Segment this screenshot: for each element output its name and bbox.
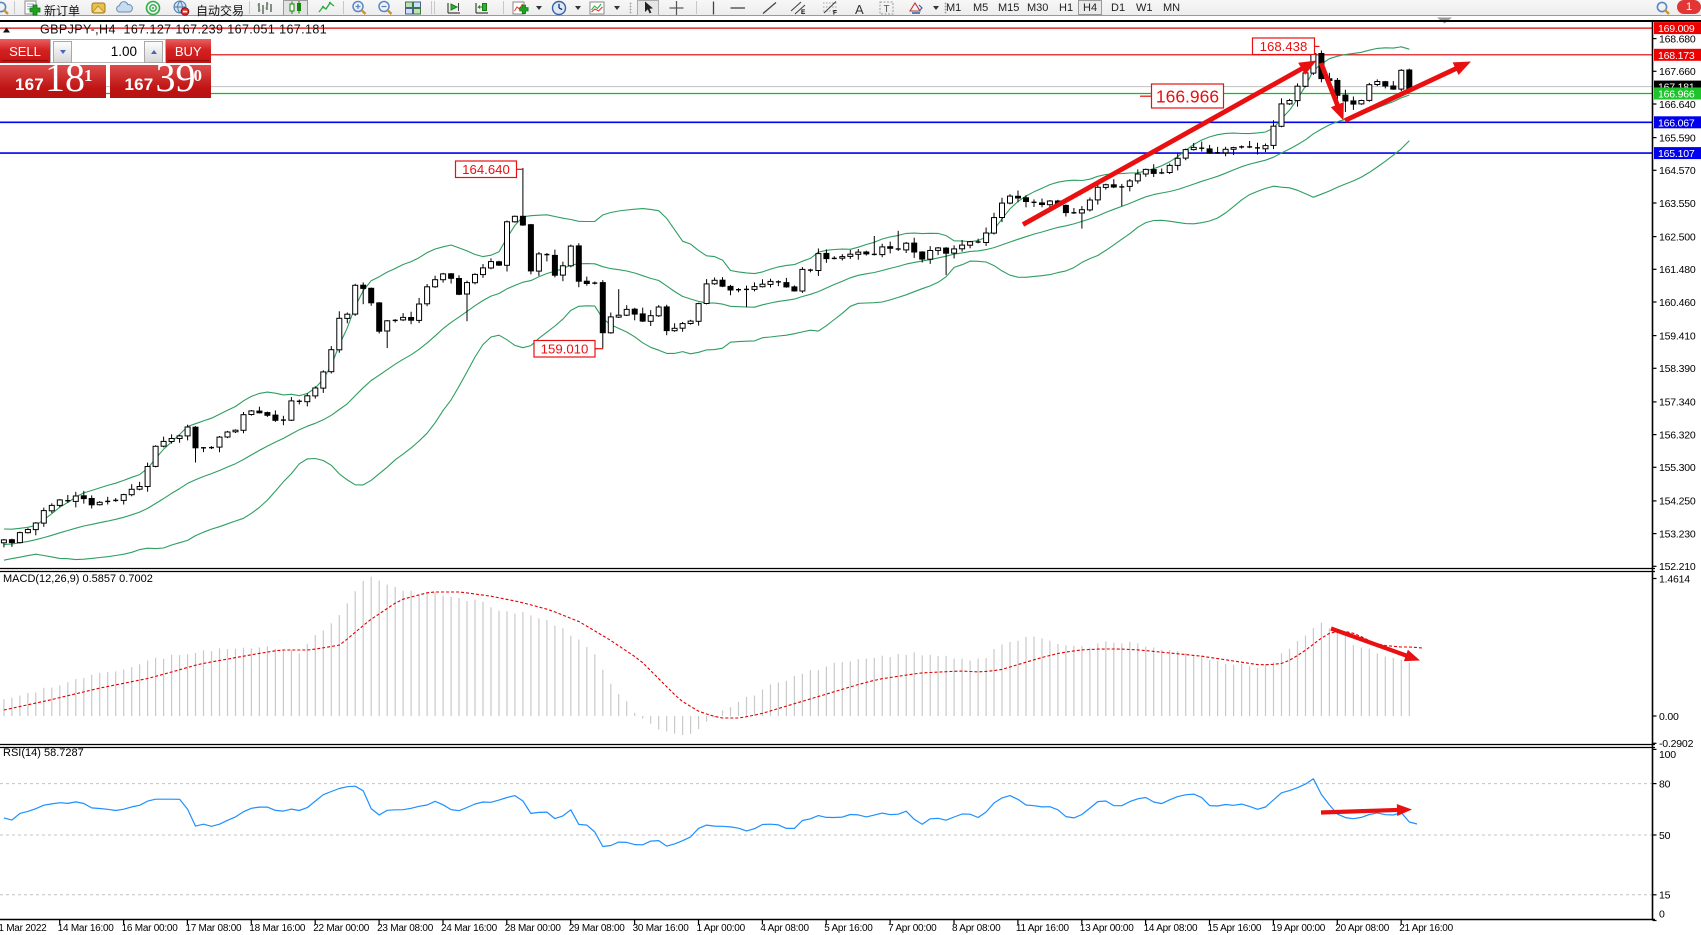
svg-text:T: T [884, 4, 890, 15]
svg-text:7 Apr 00:00: 7 Apr 00:00 [888, 923, 937, 934]
svg-text:28 Mar 00:00: 28 Mar 00:00 [505, 923, 562, 934]
svg-text:GBPJPY-,H4 167.127 167.239 16: GBPJPY-,H4 167.127 167.239 167.051 167.1… [40, 23, 327, 37]
svg-text:17 Mar 08:00: 17 Mar 08:00 [185, 923, 242, 934]
svg-text:156.320: 156.320 [1659, 429, 1696, 441]
svg-text:166.067: 166.067 [1658, 117, 1695, 129]
svg-text:152.210: 152.210 [1659, 561, 1696, 573]
svg-text:165.590: 165.590 [1659, 132, 1696, 144]
svg-text:100: 100 [1659, 749, 1676, 761]
svg-text:160.460: 160.460 [1659, 297, 1696, 309]
svg-text:14 Apr 08:00: 14 Apr 08:00 [1144, 923, 1198, 934]
svg-text:166.640: 166.640 [1659, 99, 1696, 111]
svg-text:20 Apr 08:00: 20 Apr 08:00 [1335, 923, 1389, 934]
svg-text:13 Apr 00:00: 13 Apr 00:00 [1080, 923, 1134, 934]
svg-text:155.300: 155.300 [1659, 462, 1696, 474]
svg-text:168.173: 168.173 [1658, 50, 1695, 62]
svg-text:159.410: 159.410 [1659, 330, 1696, 342]
svg-text:50: 50 [1659, 830, 1671, 842]
svg-text:166.966: 166.966 [1156, 86, 1219, 106]
svg-text:-0.2902: -0.2902 [1659, 738, 1694, 750]
svg-text:168.680: 168.680 [1659, 33, 1696, 45]
svg-text:E: E [801, 9, 806, 16]
svg-text:22 Mar 00:00: 22 Mar 00:00 [313, 923, 370, 934]
svg-text:29 Mar 08:00: 29 Mar 08:00 [569, 923, 626, 934]
svg-text:161.480: 161.480 [1659, 264, 1696, 276]
svg-text:15 Apr 16:00: 15 Apr 16:00 [1208, 923, 1262, 934]
svg-text:16 Mar 00:00: 16 Mar 00:00 [122, 923, 179, 934]
svg-text:1.4614: 1.4614 [1659, 573, 1690, 585]
svg-text:8 Apr 08:00: 8 Apr 08:00 [952, 923, 1001, 934]
svg-text:158.390: 158.390 [1659, 363, 1696, 375]
svg-text:154.250: 154.250 [1659, 496, 1696, 508]
svg-text:15: 15 [1659, 890, 1671, 902]
svg-text:23 Mar 08:00: 23 Mar 08:00 [377, 923, 434, 934]
svg-text:168.438: 168.438 [1260, 39, 1308, 54]
svg-text:24 Mar 16:00: 24 Mar 16:00 [441, 923, 498, 934]
svg-text:F: F [833, 10, 837, 17]
svg-text:157.340: 157.340 [1659, 397, 1696, 409]
svg-text:153.230: 153.230 [1659, 528, 1696, 540]
svg-text:164.640: 164.640 [462, 162, 510, 177]
svg-text:0: 0 [1659, 908, 1665, 920]
svg-text:166.966: 166.966 [1658, 89, 1695, 101]
svg-text:167.660: 167.660 [1659, 66, 1696, 78]
svg-text:30 Mar 16:00: 30 Mar 16:00 [633, 923, 690, 934]
svg-text:159.010: 159.010 [541, 342, 589, 357]
svg-text:169.009: 169.009 [1658, 23, 1695, 35]
svg-text:RSI(14) 58.7287: RSI(14) 58.7287 [3, 747, 84, 759]
svg-text:MACD(12,26,9) 0.5857 0.7002: MACD(12,26,9) 0.5857 0.7002 [3, 573, 153, 585]
svg-text:19 Apr 00:00: 19 Apr 00:00 [1271, 923, 1325, 934]
svg-text:164.570: 164.570 [1659, 165, 1696, 177]
svg-text:162.500: 162.500 [1659, 231, 1696, 243]
svg-text:165.107: 165.107 [1658, 148, 1695, 160]
svg-text:0.00: 0.00 [1659, 711, 1679, 723]
svg-text:1 Apr 00:00: 1 Apr 00:00 [697, 923, 746, 934]
svg-text:14 Mar 16:00: 14 Mar 16:00 [58, 923, 115, 934]
svg-text:80: 80 [1659, 778, 1671, 790]
svg-text:11 Mar 2022: 11 Mar 2022 [0, 923, 47, 934]
svg-text:4 Apr 08:00: 4 Apr 08:00 [760, 923, 809, 934]
svg-text:5 Apr 16:00: 5 Apr 16:00 [824, 923, 873, 934]
svg-text:163.550: 163.550 [1659, 198, 1696, 210]
svg-text:11 Apr 16:00: 11 Apr 16:00 [1016, 923, 1070, 934]
svg-text:18 Mar 16:00: 18 Mar 16:00 [249, 923, 306, 934]
svg-text:21 Apr 16:00: 21 Apr 16:00 [1399, 923, 1453, 934]
